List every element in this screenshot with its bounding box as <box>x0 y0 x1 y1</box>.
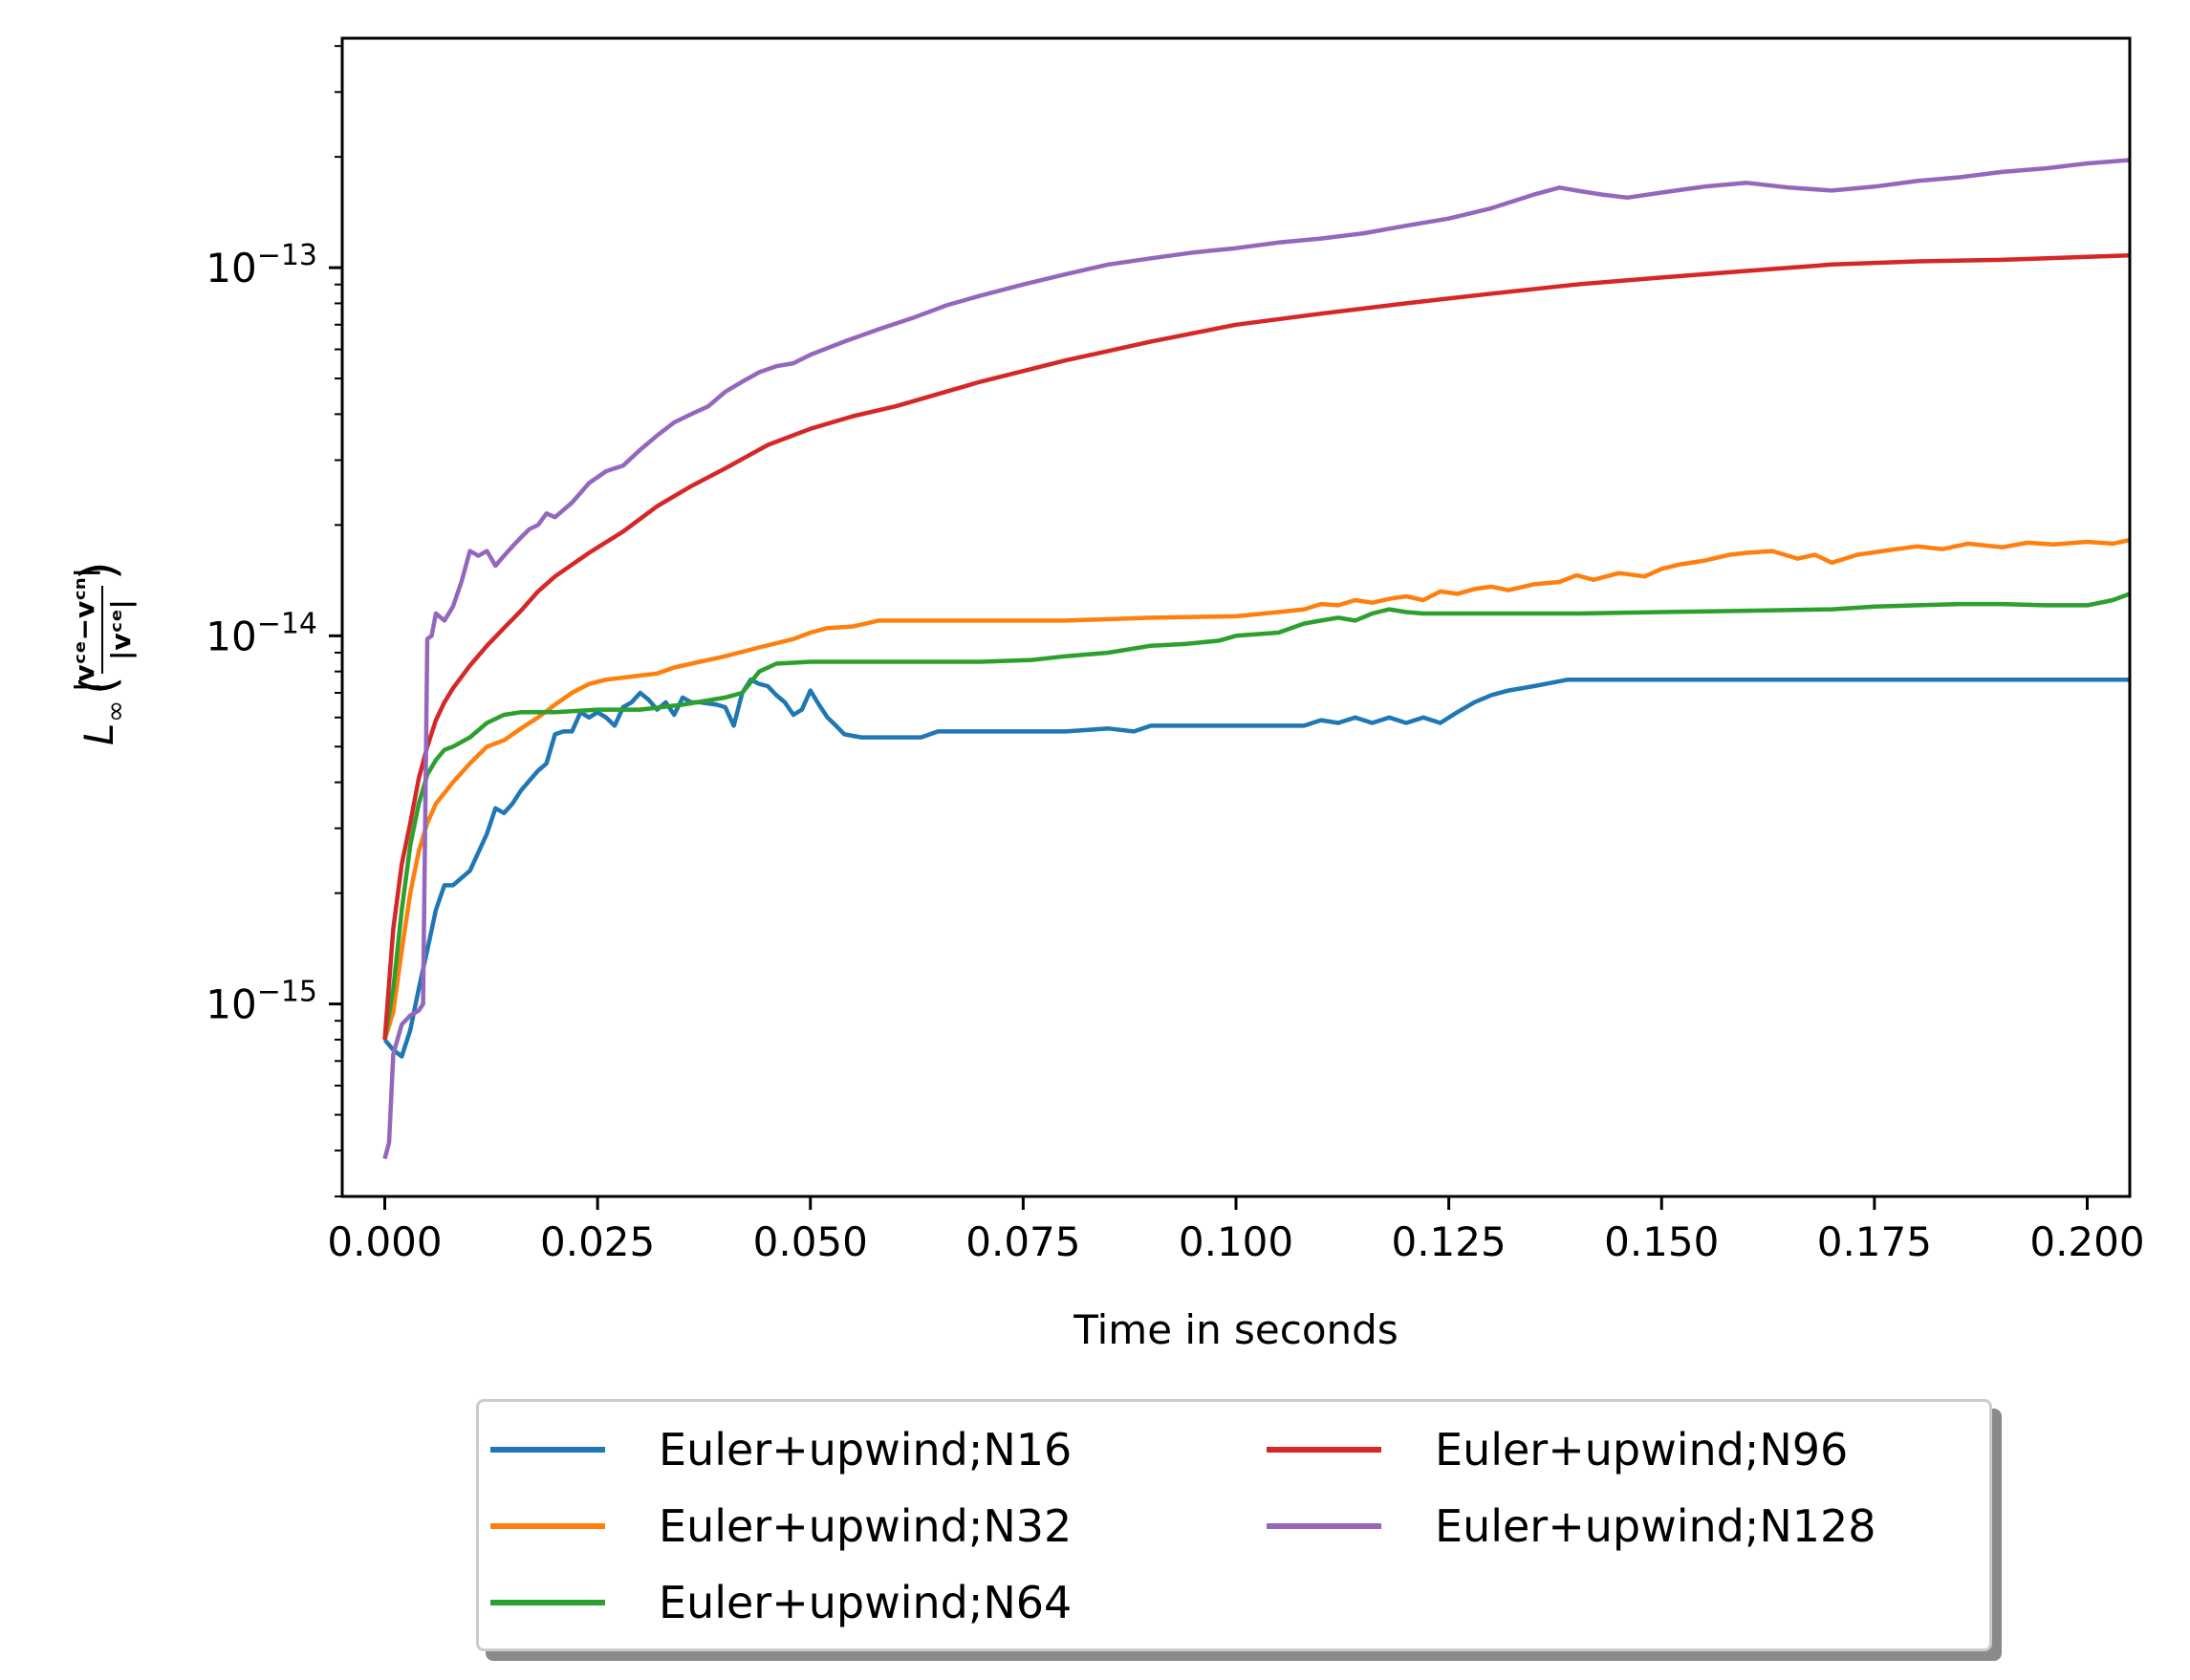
legend-swatch <box>1267 1447 1381 1453</box>
legend-item: Euler+upwind;N32 <box>490 1497 1072 1555</box>
y-axis-label-open-paren: ( <box>71 676 126 695</box>
y-tick-label: 10−13 <box>206 239 317 291</box>
legend-swatch <box>490 1600 605 1605</box>
y-axis-label-sub: ∞ <box>99 700 131 722</box>
x-tick-label: 0.025 <box>540 1218 655 1265</box>
x-tick-label: 0.175 <box>1817 1218 1932 1265</box>
legend: Euler+upwind;N16 Euler+upwind;N32 Euler+up… <box>476 1399 1992 1651</box>
y-tick-label: 10−14 <box>206 607 317 659</box>
legend-label: Euler+upwind;N96 <box>1435 1424 1849 1475</box>
series-line-5 <box>382 158 2130 1160</box>
x-tick-label: 0.000 <box>327 1218 442 1265</box>
legend-label: Euler+upwind;N16 <box>659 1424 1073 1475</box>
y-axis: 10−15 10−14 10−13 <box>206 45 342 1197</box>
legend-label: Euler+upwind;N64 <box>659 1577 1073 1628</box>
y-axis-label-numerator: |vᶜᵉ−vᶜⁿ| <box>69 568 100 692</box>
x-tick-label: 0.125 <box>1391 1218 1506 1265</box>
legend-item: Euler+upwind;N16 <box>490 1421 1072 1478</box>
legend-item: Euler+upwind;N128 <box>1267 1497 1876 1555</box>
legend-swatch <box>490 1447 605 1453</box>
series-layer <box>382 158 2130 1160</box>
x-tick-label: 0.150 <box>1604 1218 1719 1265</box>
x-tick-label: 0.075 <box>965 1218 1080 1265</box>
series-line-2 <box>382 537 2130 1041</box>
series-line-1 <box>382 677 2130 1059</box>
x-tick-label: 0.200 <box>2029 1218 2144 1265</box>
legend-swatch <box>490 1523 605 1529</box>
y-axis-label: L ∞ ( |vᶜᵉ−vᶜⁿ| |vᶜᵉ| ) <box>69 561 137 745</box>
x-tick-label: 0.050 <box>753 1218 868 1265</box>
legend-label: Euler+upwind;N32 <box>659 1500 1073 1552</box>
y-axis-label-L: L <box>76 723 122 745</box>
series-line-3 <box>382 592 2130 1041</box>
y-tick-label: 10−15 <box>206 976 317 1028</box>
x-axis-label: Time in seconds <box>1073 1306 1398 1353</box>
legend-item: Euler+upwind;N64 <box>490 1574 1072 1631</box>
legend-item: Euler+upwind;N96 <box>1267 1421 1848 1478</box>
legend-swatch <box>1267 1523 1381 1529</box>
x-axis: 0.000 0.025 0.050 0.075 0.100 0.125 0.150 0.175… <box>327 1196 2145 1265</box>
y-axis-label-denominator: |vᶜᵉ| <box>105 599 137 660</box>
legend-label: Euler+upwind;N128 <box>1435 1500 1876 1552</box>
y-axis-label-close-paren: ) <box>71 561 126 580</box>
series-line-4 <box>382 252 2130 1041</box>
x-tick-label: 0.100 <box>1179 1218 1293 1265</box>
